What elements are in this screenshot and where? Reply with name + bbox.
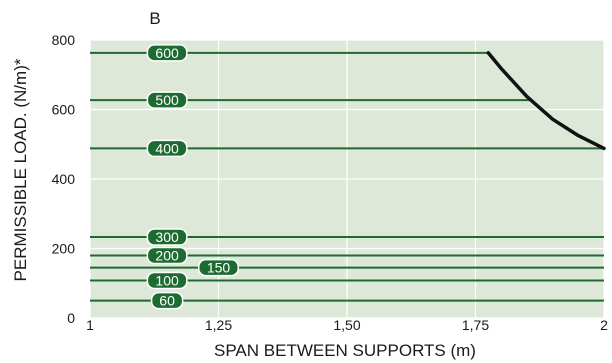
x-tick-label: 1 (86, 317, 94, 333)
series-badge-150: 150 (198, 258, 239, 277)
series-badge-200: 200 (146, 246, 188, 265)
series-badge-400: 400 (146, 139, 188, 158)
series-badge-bg (146, 44, 188, 62)
panel-label: B (149, 9, 160, 28)
series-badge-bg (146, 228, 188, 246)
y-tick-label: 0 (67, 310, 75, 326)
series-badge-100: 100 (146, 271, 188, 290)
x-tick-label: 1,75 (462, 317, 489, 333)
x-tick-labels: 1 1,25 1,50 1,75 2 (86, 317, 608, 333)
series-badge-bg (146, 271, 188, 290)
series-badge-60: 60 (150, 291, 184, 310)
series-label: 300 (155, 229, 179, 245)
series-badge-bg (146, 139, 188, 158)
series-label: 60 (159, 293, 175, 309)
series-label: 500 (155, 92, 179, 108)
series-badge-bg (198, 258, 239, 277)
y-tick-label: 400 (52, 171, 76, 187)
series-badge-bg (146, 91, 188, 109)
series-labels: 600 500 400 300 200 150 100 60 (146, 44, 239, 310)
grid-lines (89, 39, 605, 319)
y-tick-label: 600 (52, 102, 76, 118)
series-label: 150 (207, 260, 231, 276)
y-tick-label: 800 (52, 32, 76, 48)
y-tick-label: 200 (52, 241, 76, 257)
series-label: 200 (155, 247, 179, 263)
series-badge-500: 500 (146, 91, 188, 109)
x-tick-label: 1,50 (333, 317, 360, 333)
series-badge-300: 300 (146, 228, 188, 246)
y-axis-title: PERMISSIBLE LOAD. (N/m)* (11, 58, 30, 281)
x-tick-label: 2 (600, 317, 608, 333)
series-badge-bg (146, 246, 188, 265)
x-tick-label: 1,25 (205, 317, 232, 333)
x-axis-title: SPAN BETWEEN SUPPORTS (m) (214, 341, 476, 360)
series-badge-600: 600 (146, 44, 188, 62)
series-label: 100 (155, 272, 179, 288)
series-badge-bg (150, 291, 184, 310)
series-label: 400 (155, 140, 179, 156)
limit-curve (486, 51, 606, 151)
series-label: 600 (155, 45, 179, 61)
y-tick-labels: 0 200 400 600 800 (52, 32, 76, 326)
